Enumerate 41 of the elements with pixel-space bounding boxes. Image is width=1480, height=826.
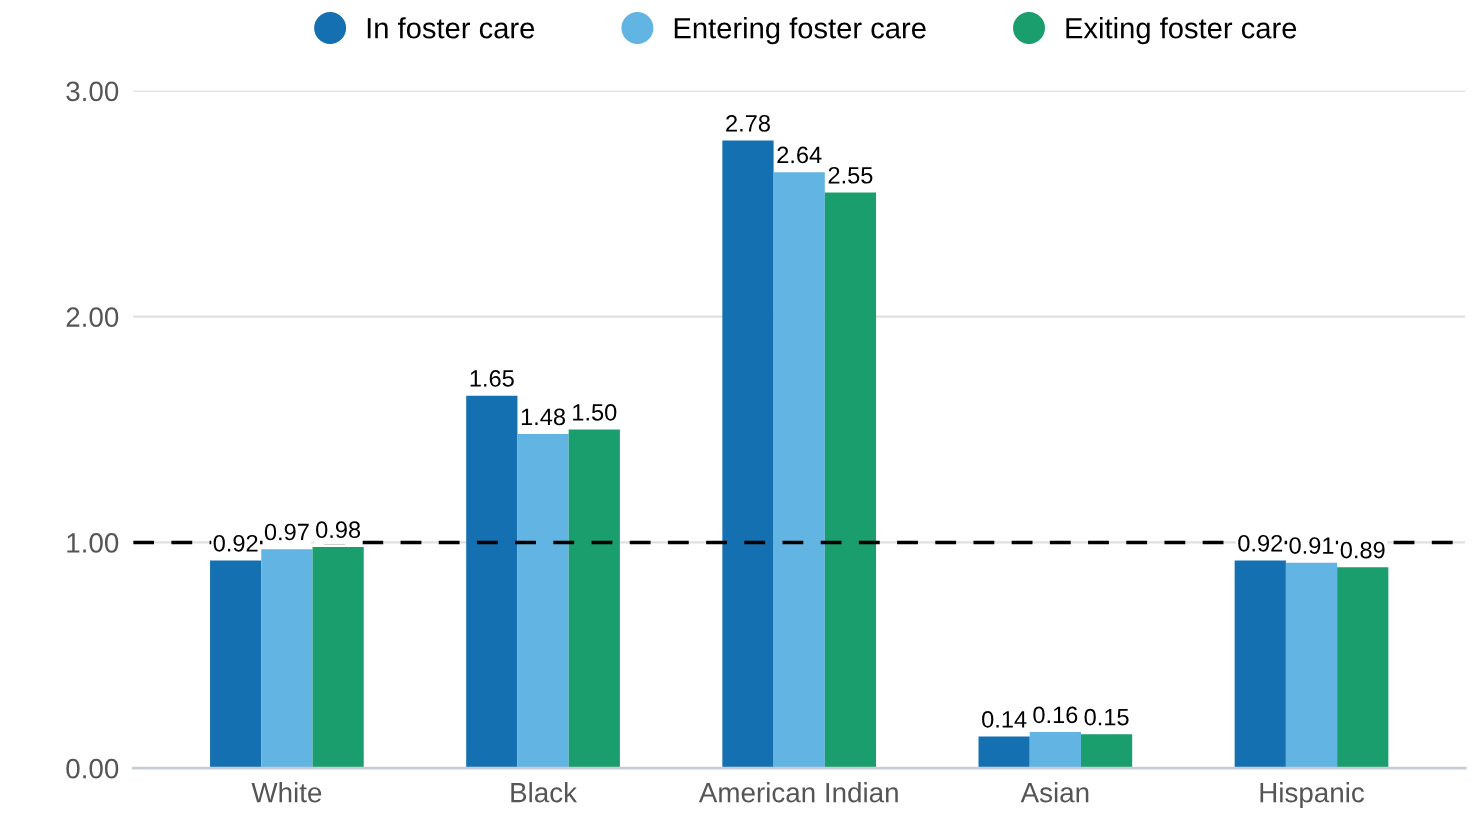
bar (466, 395, 518, 769)
y-tick-label: 2.00 (66, 307, 119, 327)
x-tick-label: Black (511, 782, 578, 803)
x-tick-label: American Indian (698, 782, 898, 803)
data-label: 1.65 (470, 370, 514, 387)
data-label: 0.98 (316, 521, 361, 539)
bar (568, 429, 620, 769)
bar (210, 560, 262, 769)
legend-label: Entering foster care (674, 17, 926, 45)
data-label: 0.14 (982, 711, 1027, 728)
y-tick-label: 0.00 (66, 758, 119, 779)
x-tick-label: Asian (1020, 782, 1089, 803)
bar (517, 434, 569, 769)
legend-label: In foster care (367, 17, 535, 39)
data-label: 2.64 (777, 146, 822, 164)
data-label: 0.89 (1340, 541, 1385, 559)
bar (1080, 734, 1133, 769)
x-tick-label: Hispanic (1260, 782, 1365, 808)
x-tick-label: White (251, 782, 322, 803)
bar (824, 192, 877, 769)
bar (1234, 560, 1286, 769)
data-label: 0.15 (1084, 708, 1129, 726)
y-tick-label: 1.00 (67, 533, 119, 553)
bar (773, 172, 825, 769)
data-label: 0.91 (1289, 537, 1334, 554)
bar (1337, 567, 1389, 769)
bar (1029, 732, 1081, 769)
bar (1285, 562, 1338, 769)
legend-label: Exiting foster care (1066, 17, 1297, 45)
data-label: 1.50 (573, 403, 617, 421)
data-label: 1.48 (521, 408, 565, 426)
bar (978, 736, 1030, 769)
data-label: 2.55 (828, 166, 873, 184)
y-tick-label: 3.00 (66, 81, 119, 102)
data-label: 0.92 (213, 534, 258, 552)
data-label: 0.97 (264, 523, 309, 541)
bar (722, 140, 774, 769)
data-label: 0.92 (1238, 534, 1283, 552)
bar (261, 549, 313, 769)
data-label: 0.16 (1033, 706, 1078, 724)
data-label: 2.78 (726, 114, 770, 132)
